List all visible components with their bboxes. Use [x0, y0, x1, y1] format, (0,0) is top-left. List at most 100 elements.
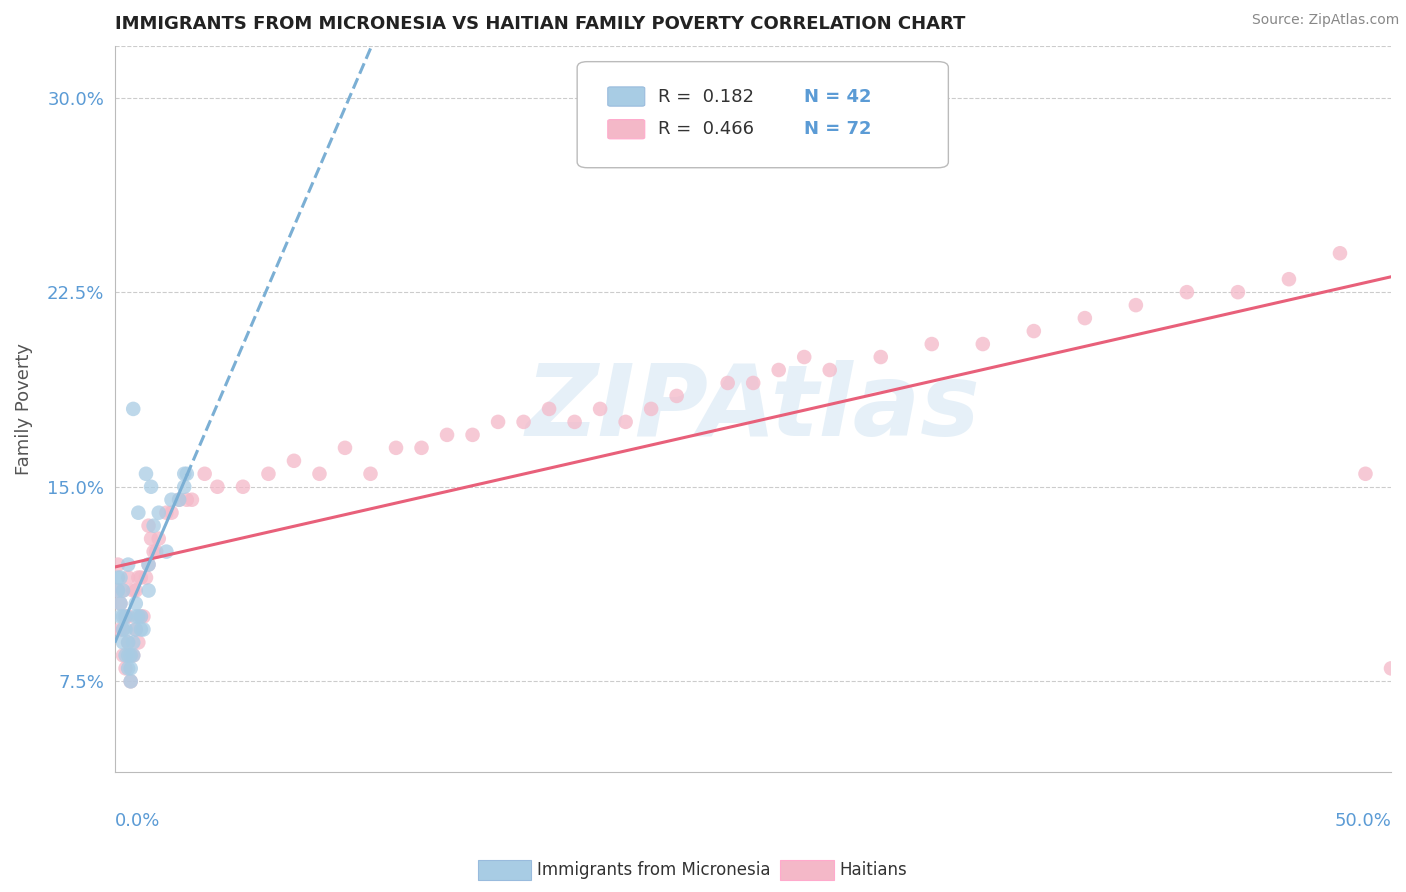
Text: N = 42: N = 42	[804, 87, 872, 105]
Point	[1226, 285, 1249, 300]
Point	[138, 558, 160, 572]
Point	[1074, 311, 1097, 326]
Point	[125, 583, 148, 598]
Point	[112, 623, 135, 637]
Point	[333, 441, 356, 455]
Text: N = 72: N = 72	[804, 120, 872, 138]
Point	[1329, 246, 1351, 260]
Point	[110, 570, 132, 584]
Point	[117, 570, 139, 584]
Point	[107, 583, 129, 598]
Point	[122, 648, 145, 663]
Point	[117, 648, 139, 663]
Point	[135, 570, 157, 584]
Text: IMMIGRANTS FROM MICRONESIA VS HAITIAN FAMILY POVERTY CORRELATION CHART: IMMIGRANTS FROM MICRONESIA VS HAITIAN FA…	[115, 15, 966, 33]
Point	[120, 661, 142, 675]
Point	[173, 480, 195, 494]
Point	[564, 415, 586, 429]
Point	[132, 609, 155, 624]
Point	[117, 635, 139, 649]
Point	[110, 609, 132, 624]
Point	[155, 544, 177, 558]
Point	[127, 570, 149, 584]
Point	[112, 583, 135, 598]
Point	[360, 467, 382, 481]
Point	[129, 570, 152, 584]
Point	[125, 623, 148, 637]
Point	[167, 492, 190, 507]
Point	[139, 532, 162, 546]
Point	[176, 492, 198, 507]
Text: 0.0%: 0.0%	[115, 812, 160, 830]
Point	[1125, 298, 1147, 312]
Point	[232, 480, 254, 494]
Point	[122, 583, 145, 598]
Point	[640, 401, 662, 416]
Point	[194, 467, 217, 481]
Point	[125, 609, 148, 624]
Point	[139, 480, 162, 494]
Point	[145, 544, 167, 558]
Text: 50.0%: 50.0%	[1334, 812, 1391, 830]
Point	[127, 635, 149, 649]
Point	[180, 492, 202, 507]
Point	[107, 570, 129, 584]
Point	[818, 363, 841, 377]
Point	[112, 609, 135, 624]
Point	[176, 467, 198, 481]
Point	[138, 518, 160, 533]
Point	[717, 376, 740, 390]
Point	[921, 337, 943, 351]
Point	[110, 623, 132, 637]
Point	[155, 506, 177, 520]
Point	[114, 648, 136, 663]
Point	[793, 350, 815, 364]
Point	[122, 635, 145, 649]
Point	[122, 648, 145, 663]
Point	[138, 583, 160, 598]
Point	[138, 558, 160, 572]
Point	[972, 337, 994, 351]
Point	[869, 350, 891, 364]
Point	[173, 467, 195, 481]
Point	[160, 492, 183, 507]
Text: Immigrants from Micronesia: Immigrants from Micronesia	[537, 861, 770, 879]
Point	[160, 506, 183, 520]
Text: R =  0.182: R = 0.182	[658, 87, 754, 105]
Point	[614, 415, 637, 429]
Point	[1022, 324, 1045, 338]
FancyBboxPatch shape	[576, 62, 949, 168]
Point	[148, 506, 170, 520]
Point	[132, 623, 155, 637]
Point	[114, 623, 136, 637]
Point	[461, 428, 484, 442]
Point	[142, 544, 165, 558]
Text: R =  0.466: R = 0.466	[658, 120, 754, 138]
Point	[742, 376, 765, 390]
Point	[385, 441, 408, 455]
Y-axis label: Family Poverty: Family Poverty	[15, 343, 32, 475]
Point	[114, 661, 136, 675]
Point	[207, 480, 229, 494]
FancyBboxPatch shape	[607, 120, 645, 139]
Point	[127, 506, 149, 520]
Point	[117, 635, 139, 649]
Point	[257, 467, 280, 481]
Point	[117, 661, 139, 675]
Point	[107, 558, 129, 572]
Point	[148, 532, 170, 546]
Point	[308, 467, 330, 481]
Point	[665, 389, 688, 403]
Point	[112, 635, 135, 649]
Point	[538, 401, 561, 416]
Point	[1175, 285, 1198, 300]
Point	[1354, 467, 1376, 481]
Text: Haitians: Haitians	[839, 861, 907, 879]
Point	[768, 363, 790, 377]
Point	[125, 623, 148, 637]
Point	[110, 597, 132, 611]
Point	[120, 648, 142, 663]
Point	[117, 609, 139, 624]
FancyBboxPatch shape	[607, 87, 645, 106]
Point	[122, 401, 145, 416]
